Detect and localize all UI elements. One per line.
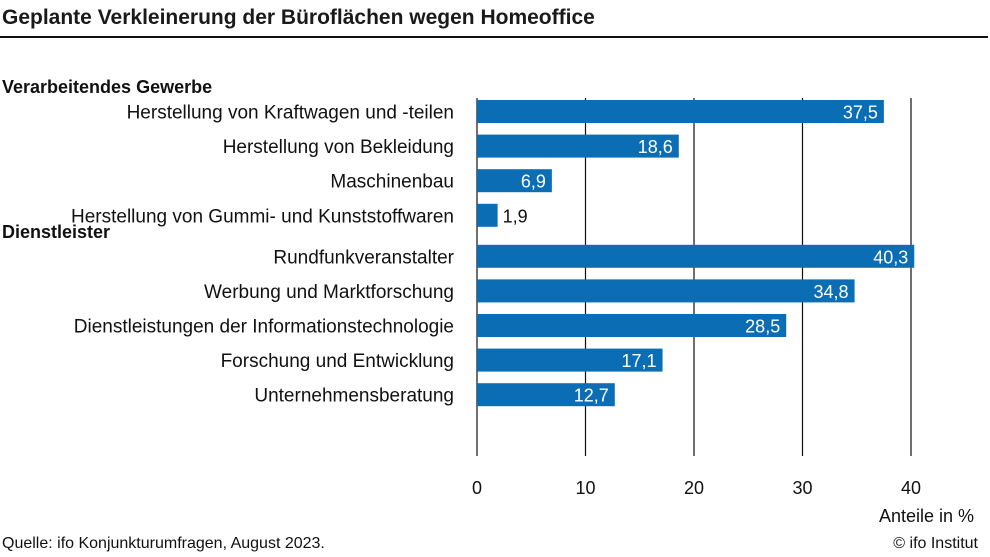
x-axis-title: Anteile in % [879, 506, 974, 526]
category-label: Forschung und Entwicklung [221, 351, 454, 372]
value-label: 1,9 [503, 206, 528, 226]
value-label: 17,1 [621, 351, 656, 371]
bar [477, 134, 679, 158]
value-label: 18,6 [638, 137, 673, 157]
x-tick-label: 20 [684, 478, 704, 498]
value-label: 34,8 [814, 282, 849, 302]
title-rule [0, 36, 988, 38]
category-label: Werbung und Marktforschung [204, 282, 454, 303]
bar [477, 279, 855, 303]
bar-chart: Verarbeitendes Gewerbe Herstellung von Kr… [2, 77, 974, 526]
x-tick-label: 0 [472, 478, 482, 498]
category-label: Herstellung von Bekleidung [223, 137, 454, 158]
value-label: 12,7 [574, 386, 609, 406]
labels: Verarbeitendes Gewerbe Herstellung von Kr… [2, 77, 908, 407]
bar [477, 314, 787, 337]
bar [477, 244, 915, 268]
category-label: Herstellung von Kraftwagen und -teilen [127, 103, 454, 124]
category-label: Maschinenbau [330, 172, 454, 193]
bar [477, 348, 663, 372]
bars [477, 100, 915, 407]
category-label: Unternehmensberatung [254, 386, 454, 407]
category-label: Dienstleistungen der Informationstechnol… [74, 317, 454, 338]
bar [477, 169, 552, 193]
group-label: Dienstleister [2, 222, 110, 242]
category-label: Rundfunkveranstalter [273, 247, 454, 268]
credit-note: © ifo Institut [893, 535, 978, 552]
bar [477, 383, 615, 407]
x-tick-label: 10 [575, 478, 595, 498]
category-label: Herstellung von Gummi- und Kunststoffwar… [71, 206, 454, 227]
value-label: 37,5 [843, 103, 878, 123]
source-note: Quelle: ifo Konjunkturumfragen, August 2… [2, 535, 325, 552]
value-label: 40,3 [873, 247, 908, 267]
value-label: 6,9 [521, 172, 546, 192]
x-tick-label: 40 [901, 478, 921, 498]
group-label: Verarbeitendes Gewerbe [2, 77, 212, 97]
x-axis: 0 10 20 30 40 Anteile in % [472, 478, 974, 526]
bar [477, 100, 884, 123]
gridlines [476, 98, 912, 456]
chart-title: Geplante Verkleinerung der Büroflächen w… [2, 6, 595, 29]
bar [477, 203, 498, 227]
value-label: 28,5 [745, 317, 780, 337]
x-tick-label: 30 [792, 478, 812, 498]
